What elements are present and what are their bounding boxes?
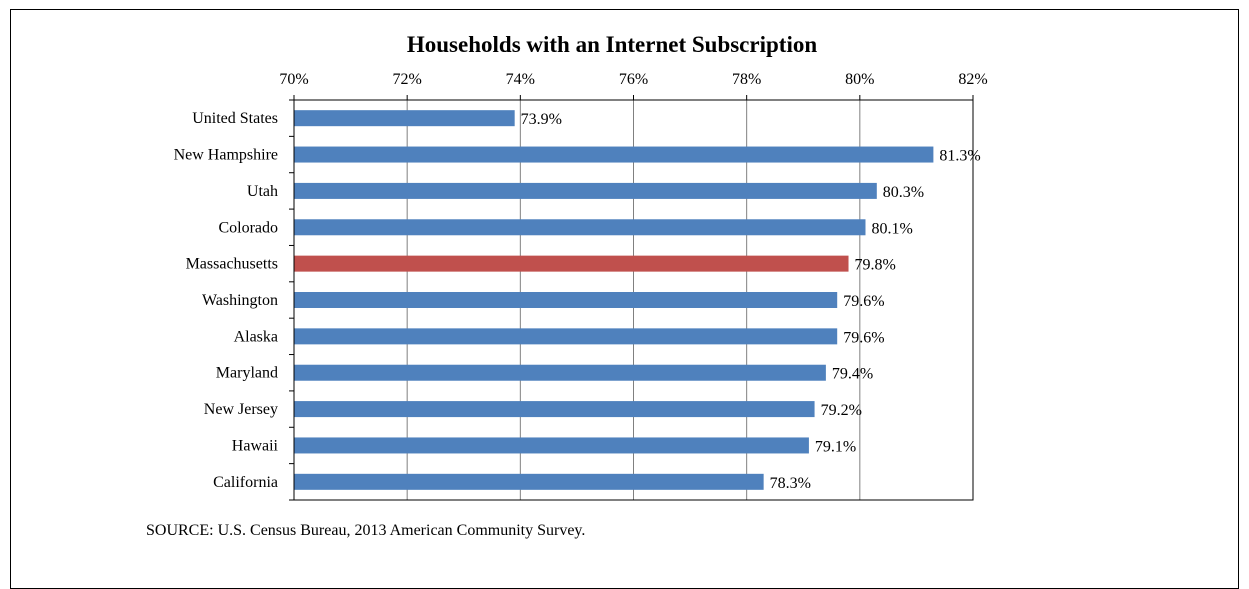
category-label: California [213, 474, 278, 491]
category-label: Alaska [234, 328, 278, 345]
category-label: United States [192, 110, 278, 127]
bar-hawaii [294, 437, 809, 454]
x-tick-label: 74% [506, 71, 535, 88]
category-label: New Hampshire [174, 147, 278, 164]
category-label: Hawaii [232, 437, 279, 454]
bar-washington [294, 292, 838, 308]
value-label: 79.8% [855, 257, 896, 274]
value-label: 73.9% [521, 111, 562, 128]
category-label: New Jersey [204, 401, 278, 418]
x-tick-label: 70% [279, 71, 308, 88]
axes [289, 95, 974, 501]
value-label: 79.6% [843, 293, 884, 310]
chart-title: Households with an Internet Subscription [407, 32, 817, 57]
category-label: Massachusetts [186, 256, 278, 273]
category-label: Utah [247, 183, 278, 200]
bar-massachusetts [294, 255, 849, 272]
value-label: 79.2% [821, 402, 862, 419]
value-label: 79.6% [843, 329, 884, 346]
category-label: Colorado [218, 219, 278, 236]
x-tick-label: 72% [393, 71, 422, 88]
value-label: 80.3% [883, 184, 924, 201]
bars [294, 110, 934, 490]
bar-chart: Households with an Internet Subscription… [174, 32, 988, 501]
category-label: Washington [202, 292, 278, 309]
value-label: 79.4% [832, 366, 873, 383]
x-tick-label: 76% [619, 71, 648, 88]
bar-alaska [294, 328, 838, 345]
value-label: 81.3% [939, 148, 980, 165]
source-note: SOURCE: U.S. Census Bureau, 2013 America… [146, 522, 586, 539]
x-tick-label: 82% [958, 71, 987, 88]
x-tick-label: 80% [845, 71, 874, 88]
category-label: Maryland [216, 365, 278, 382]
value-label: 79.1% [815, 438, 856, 455]
plot-frame [293, 99, 974, 501]
bar-colorado [294, 219, 866, 236]
bar-united-states [294, 110, 515, 127]
bar-california [294, 473, 764, 490]
bar-utah [294, 182, 877, 199]
value-label: 78.3% [770, 475, 811, 492]
bar-maryland [294, 364, 826, 381]
bar-new-jersey [294, 401, 815, 418]
value-label: 80.1% [871, 220, 912, 237]
bar-new-hampshire [294, 146, 934, 163]
x-tick-label: 78% [732, 71, 761, 88]
labels: 70% 72% 74% 76% 78% 80% 82% United States 73.9% N… [174, 71, 988, 492]
